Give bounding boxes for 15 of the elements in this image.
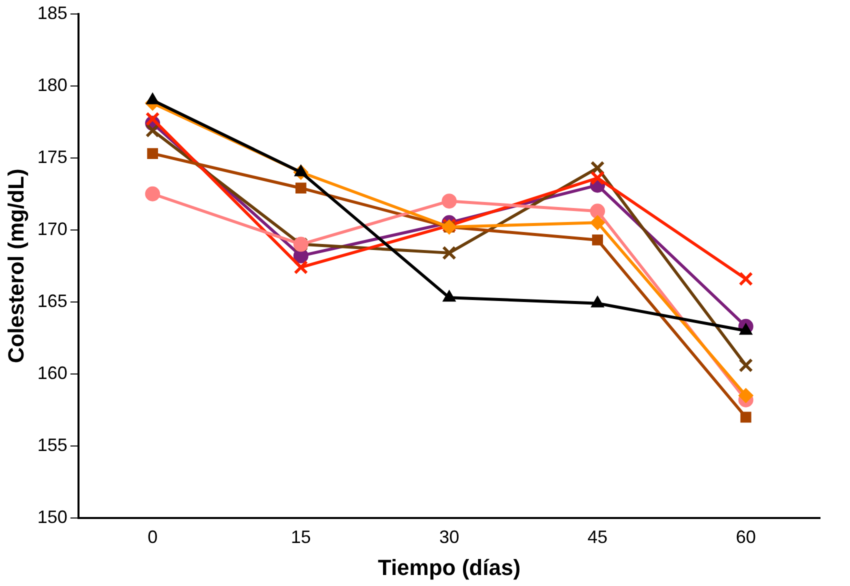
x-tick-label: 30	[439, 526, 460, 547]
y-tick-label: 175	[37, 146, 68, 167]
y-tick-label: 165	[37, 290, 68, 311]
x-tick-label: 60	[736, 526, 756, 547]
x-tick-label: 15	[290, 526, 311, 547]
y-tick-label: 160	[37, 362, 68, 383]
x-axis-title: Tiempo (días)	[378, 554, 521, 580]
y-axis-title: Colesterol (mg/dL)	[3, 168, 28, 364]
y-tick-label: 185	[37, 2, 68, 23]
x-tick-label: 45	[588, 526, 608, 547]
x-tick-label: 0	[148, 526, 158, 547]
y-tick-label: 180	[37, 74, 68, 95]
y-tick-label: 155	[37, 434, 68, 455]
y-tick-label: 150	[37, 506, 68, 527]
y-tick-label: 170	[37, 218, 68, 239]
